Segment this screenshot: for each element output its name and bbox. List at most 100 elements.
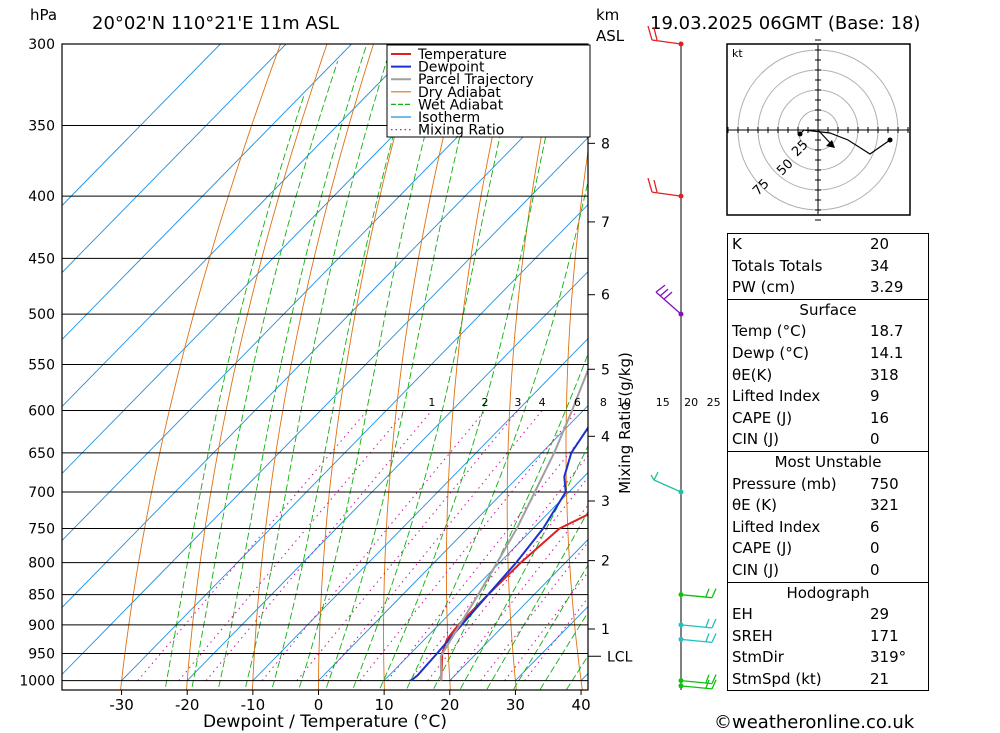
wet-adiabat-line bbox=[164, 94, 305, 690]
pressure-tick-label: 700 bbox=[28, 485, 55, 501]
row-label: StmSpd (kt) bbox=[732, 669, 822, 688]
isotherm-line bbox=[62, 70, 588, 609]
pressure-tick-label: 800 bbox=[28, 556, 55, 572]
wind-barb bbox=[680, 679, 717, 690]
wind-profile bbox=[647, 25, 717, 690]
table-row: CAPE (J) 0 bbox=[728, 538, 928, 560]
table-row: Dewp (°C) 14.1 bbox=[728, 343, 928, 365]
hodograph-trace bbox=[799, 129, 891, 155]
indices-section: K 20 Totals Totals 34 PW (cm) 3.29 bbox=[728, 234, 928, 300]
wet-adiabat-line bbox=[378, 44, 567, 690]
row-label: Totals Totals bbox=[732, 256, 823, 275]
temperature-tick-label: 30 bbox=[506, 696, 525, 714]
row-value: 20 bbox=[870, 235, 890, 253]
table-row: CAPE (J) 16 bbox=[728, 408, 928, 430]
temperature-line bbox=[440, 513, 588, 681]
dry-adiabat-line bbox=[120, 44, 281, 690]
profile-series bbox=[410, 367, 588, 682]
most-unstable-section: Most Unstable Pressure (mb) 750 θE (K) 321 L… bbox=[728, 452, 928, 583]
wet-adiabat-line bbox=[539, 611, 588, 690]
legend-label: Wet Adiabat bbox=[418, 97, 504, 113]
wind-barb bbox=[680, 618, 717, 629]
row-value: 318 bbox=[870, 365, 899, 384]
row-value: 29 bbox=[870, 605, 890, 624]
wet-adiabat-line bbox=[244, 44, 393, 690]
credit-text: ©weatheronline.co.uk bbox=[714, 712, 915, 733]
isotherm-line bbox=[62, 44, 287, 274]
mixing-ratio-line bbox=[322, 410, 543, 681]
temperature-tick-label: 20 bbox=[440, 696, 459, 714]
pressure-tick-label: 550 bbox=[28, 357, 55, 373]
mixing-ratio-label: 3 bbox=[514, 396, 521, 409]
surface-section: Surface Temp (°C) 18.7 Dewp (°C) 14.1 θE(K) 3… bbox=[728, 300, 928, 452]
temperature-tick-label: 10 bbox=[375, 696, 394, 714]
height-tick-label: 6 bbox=[601, 288, 610, 304]
surface-title: Surface bbox=[799, 300, 857, 319]
mixing-ratio-label: 1 bbox=[428, 396, 435, 409]
row-value: 34 bbox=[870, 256, 890, 275]
mixing-ratio-line bbox=[296, 410, 519, 681]
row-label: θE (K) bbox=[732, 496, 777, 515]
legend-label: Dewpoint bbox=[418, 60, 485, 76]
legend-label: Mixing Ratio bbox=[418, 123, 504, 139]
table-row: EH 29 bbox=[728, 604, 928, 626]
parcel-trajectory-line bbox=[439, 367, 588, 681]
legend-label: Isotherm bbox=[418, 110, 480, 126]
isotherm-line bbox=[62, 137, 588, 676]
isotherm-line bbox=[62, 44, 484, 475]
legend-label: Parcel Trajectory bbox=[418, 72, 534, 88]
height-tick-label: 2 bbox=[601, 554, 610, 570]
hodograph-point bbox=[797, 131, 803, 137]
table-row: CIN (J) 0 bbox=[728, 560, 928, 582]
table-row: K 20 bbox=[728, 234, 928, 256]
height-tick-label: 1 bbox=[601, 622, 610, 638]
row-label: StmDir bbox=[732, 648, 784, 667]
mixing-ratio-label: 8 bbox=[600, 396, 607, 409]
dry-adiabat-line bbox=[506, 44, 561, 690]
height-unit-sub: ASL bbox=[596, 27, 625, 45]
most-unstable-title: Most Unstable bbox=[774, 452, 882, 471]
wind-barb bbox=[680, 674, 717, 685]
wet-adiabat-line bbox=[217, 44, 368, 690]
mixing-ratio-axis-title: Mixing Ratio (g/kg) bbox=[616, 352, 634, 494]
temperature-tick-label: -10 bbox=[241, 696, 266, 714]
dry-adiabat-line bbox=[186, 44, 328, 690]
wet-adiabat-line bbox=[405, 179, 588, 690]
isotherm-line bbox=[449, 538, 588, 681]
mixing-ratio-line bbox=[359, 410, 578, 681]
table-row: StmSpd (kt) 21 bbox=[728, 669, 928, 691]
pressure-tick-label: 300 bbox=[28, 37, 55, 53]
height-tick-label: 3 bbox=[601, 494, 610, 510]
hodograph-point bbox=[887, 137, 893, 143]
dry-adiabat-line bbox=[383, 44, 468, 690]
row-label: K bbox=[732, 235, 742, 253]
hodograph-unit: kt bbox=[732, 47, 743, 60]
row-label: EH bbox=[732, 605, 753, 624]
row-label: Lifted Index bbox=[732, 517, 821, 536]
isotherm-line bbox=[121, 203, 588, 681]
row-value: 0 bbox=[870, 430, 880, 449]
table-row: Lifted Index 6 bbox=[728, 517, 928, 539]
isotherm-line bbox=[62, 44, 352, 341]
row-value: 18.7 bbox=[870, 322, 904, 341]
row-label: Pressure (mb) bbox=[732, 474, 837, 493]
temperature-tick-label: -20 bbox=[175, 696, 200, 714]
row-value: 9 bbox=[870, 387, 880, 406]
row-label: Lifted Index bbox=[732, 387, 821, 406]
row-value: 14.1 bbox=[870, 343, 904, 362]
isotherm-line bbox=[62, 44, 549, 542]
table-row: Totals Totals 34 bbox=[728, 256, 928, 278]
table-row: StmDir 319° bbox=[728, 647, 928, 669]
temperature-tick-label: 0 bbox=[314, 696, 324, 714]
wet-adiabat-line bbox=[351, 44, 522, 690]
dry-adiabat-line bbox=[317, 44, 421, 690]
location-title: 20°02'N 110°21'E 11m ASL bbox=[92, 13, 339, 34]
pressure-unit-label: hPa bbox=[30, 6, 57, 24]
row-label: θE(K) bbox=[732, 365, 773, 384]
pressure-axis: 300 350 400 450 500 550 600 650 700 750 800 850 900 9… bbox=[19, 37, 55, 690]
x-axis-title: Dewpoint / Temperature (°C) bbox=[203, 712, 447, 732]
plot-frame bbox=[61, 43, 589, 691]
wind-barb bbox=[650, 471, 682, 493]
pressure-tick-label: 350 bbox=[28, 119, 55, 135]
table-row: PW (cm) 3.29 bbox=[728, 277, 928, 299]
